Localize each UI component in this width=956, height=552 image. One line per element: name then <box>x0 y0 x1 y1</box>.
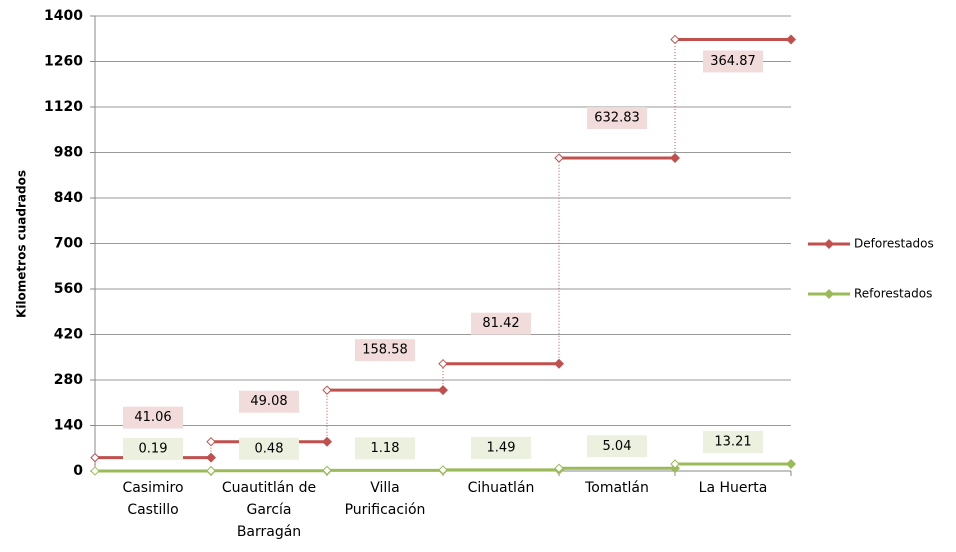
y-tick-label: 980 <box>54 145 83 161</box>
y-tick-label: 840 <box>54 190 83 206</box>
marker-start <box>322 465 332 476</box>
marker-end <box>786 34 796 45</box>
legend-label: Deforestados <box>854 237 934 251</box>
legend-marker <box>824 289 834 299</box>
y-tick-label: 1260 <box>44 54 83 70</box>
x-tick-label: Cihuatlán <box>467 480 535 496</box>
data-label: 158.58 <box>362 343 408 358</box>
data-label: 13.21 <box>714 434 751 449</box>
x-tick-label: Tomatlán <box>585 480 649 496</box>
data-label: 0.48 <box>255 441 284 456</box>
data-label: 41.06 <box>134 410 171 425</box>
marker-start <box>90 452 100 463</box>
marker-start <box>206 466 216 476</box>
data-label-bg <box>471 312 531 335</box>
x-tick-label: Villa Purificación <box>344 480 426 518</box>
data-label-bg <box>703 430 763 453</box>
data-label: 0.19 <box>139 441 168 456</box>
marker-start <box>670 459 680 469</box>
data-label-bg <box>587 107 647 130</box>
data-label-bg <box>471 436 531 459</box>
data-label: 81.42 <box>482 316 519 331</box>
y-tick-label: 0 <box>73 463 83 479</box>
marker-start <box>670 34 680 45</box>
y-axis-label: Kilometros cuadrados <box>15 170 29 318</box>
data-label: 49.08 <box>250 394 287 409</box>
data-label: 1.49 <box>487 440 516 455</box>
y-tick-label: 1400 <box>44 8 83 24</box>
marker-start <box>206 436 216 447</box>
data-label-bg <box>355 437 415 460</box>
data-label: 5.04 <box>603 439 632 454</box>
marker-end <box>786 458 796 469</box>
data-label-bg <box>123 437 183 460</box>
y-tick-label: 280 <box>54 372 83 388</box>
x-tick-label: Casimiro Castillo <box>122 480 184 518</box>
marker-start <box>554 153 564 163</box>
data-label-bg <box>355 339 415 362</box>
marker-start <box>322 385 332 395</box>
data-label-bg <box>239 437 299 460</box>
marker-start <box>438 358 448 369</box>
marker-start <box>438 465 448 475</box>
x-tick-label: Cuautitlán de García Barragán <box>221 480 317 540</box>
data-label: 632.83 <box>594 111 640 126</box>
y-tick-label: 1120 <box>44 99 83 115</box>
y-tick-label: 700 <box>54 236 83 252</box>
data-label-bg <box>703 50 763 73</box>
marker-start <box>554 463 564 473</box>
legend-marker <box>824 239 834 249</box>
y-tick-label: 560 <box>54 281 83 297</box>
marker-start <box>90 466 100 476</box>
data-label: 1.18 <box>371 441 400 456</box>
y-tick-label: 140 <box>54 418 83 434</box>
data-label-bg <box>587 435 647 458</box>
x-tick-label: La Huerta <box>698 480 768 496</box>
data-label-bg <box>239 390 299 413</box>
data-label: 364.87 <box>710 54 756 69</box>
legend-label: Reforestados <box>854 287 932 301</box>
data-label-bg <box>123 406 183 429</box>
y-tick-label: 420 <box>54 327 83 343</box>
